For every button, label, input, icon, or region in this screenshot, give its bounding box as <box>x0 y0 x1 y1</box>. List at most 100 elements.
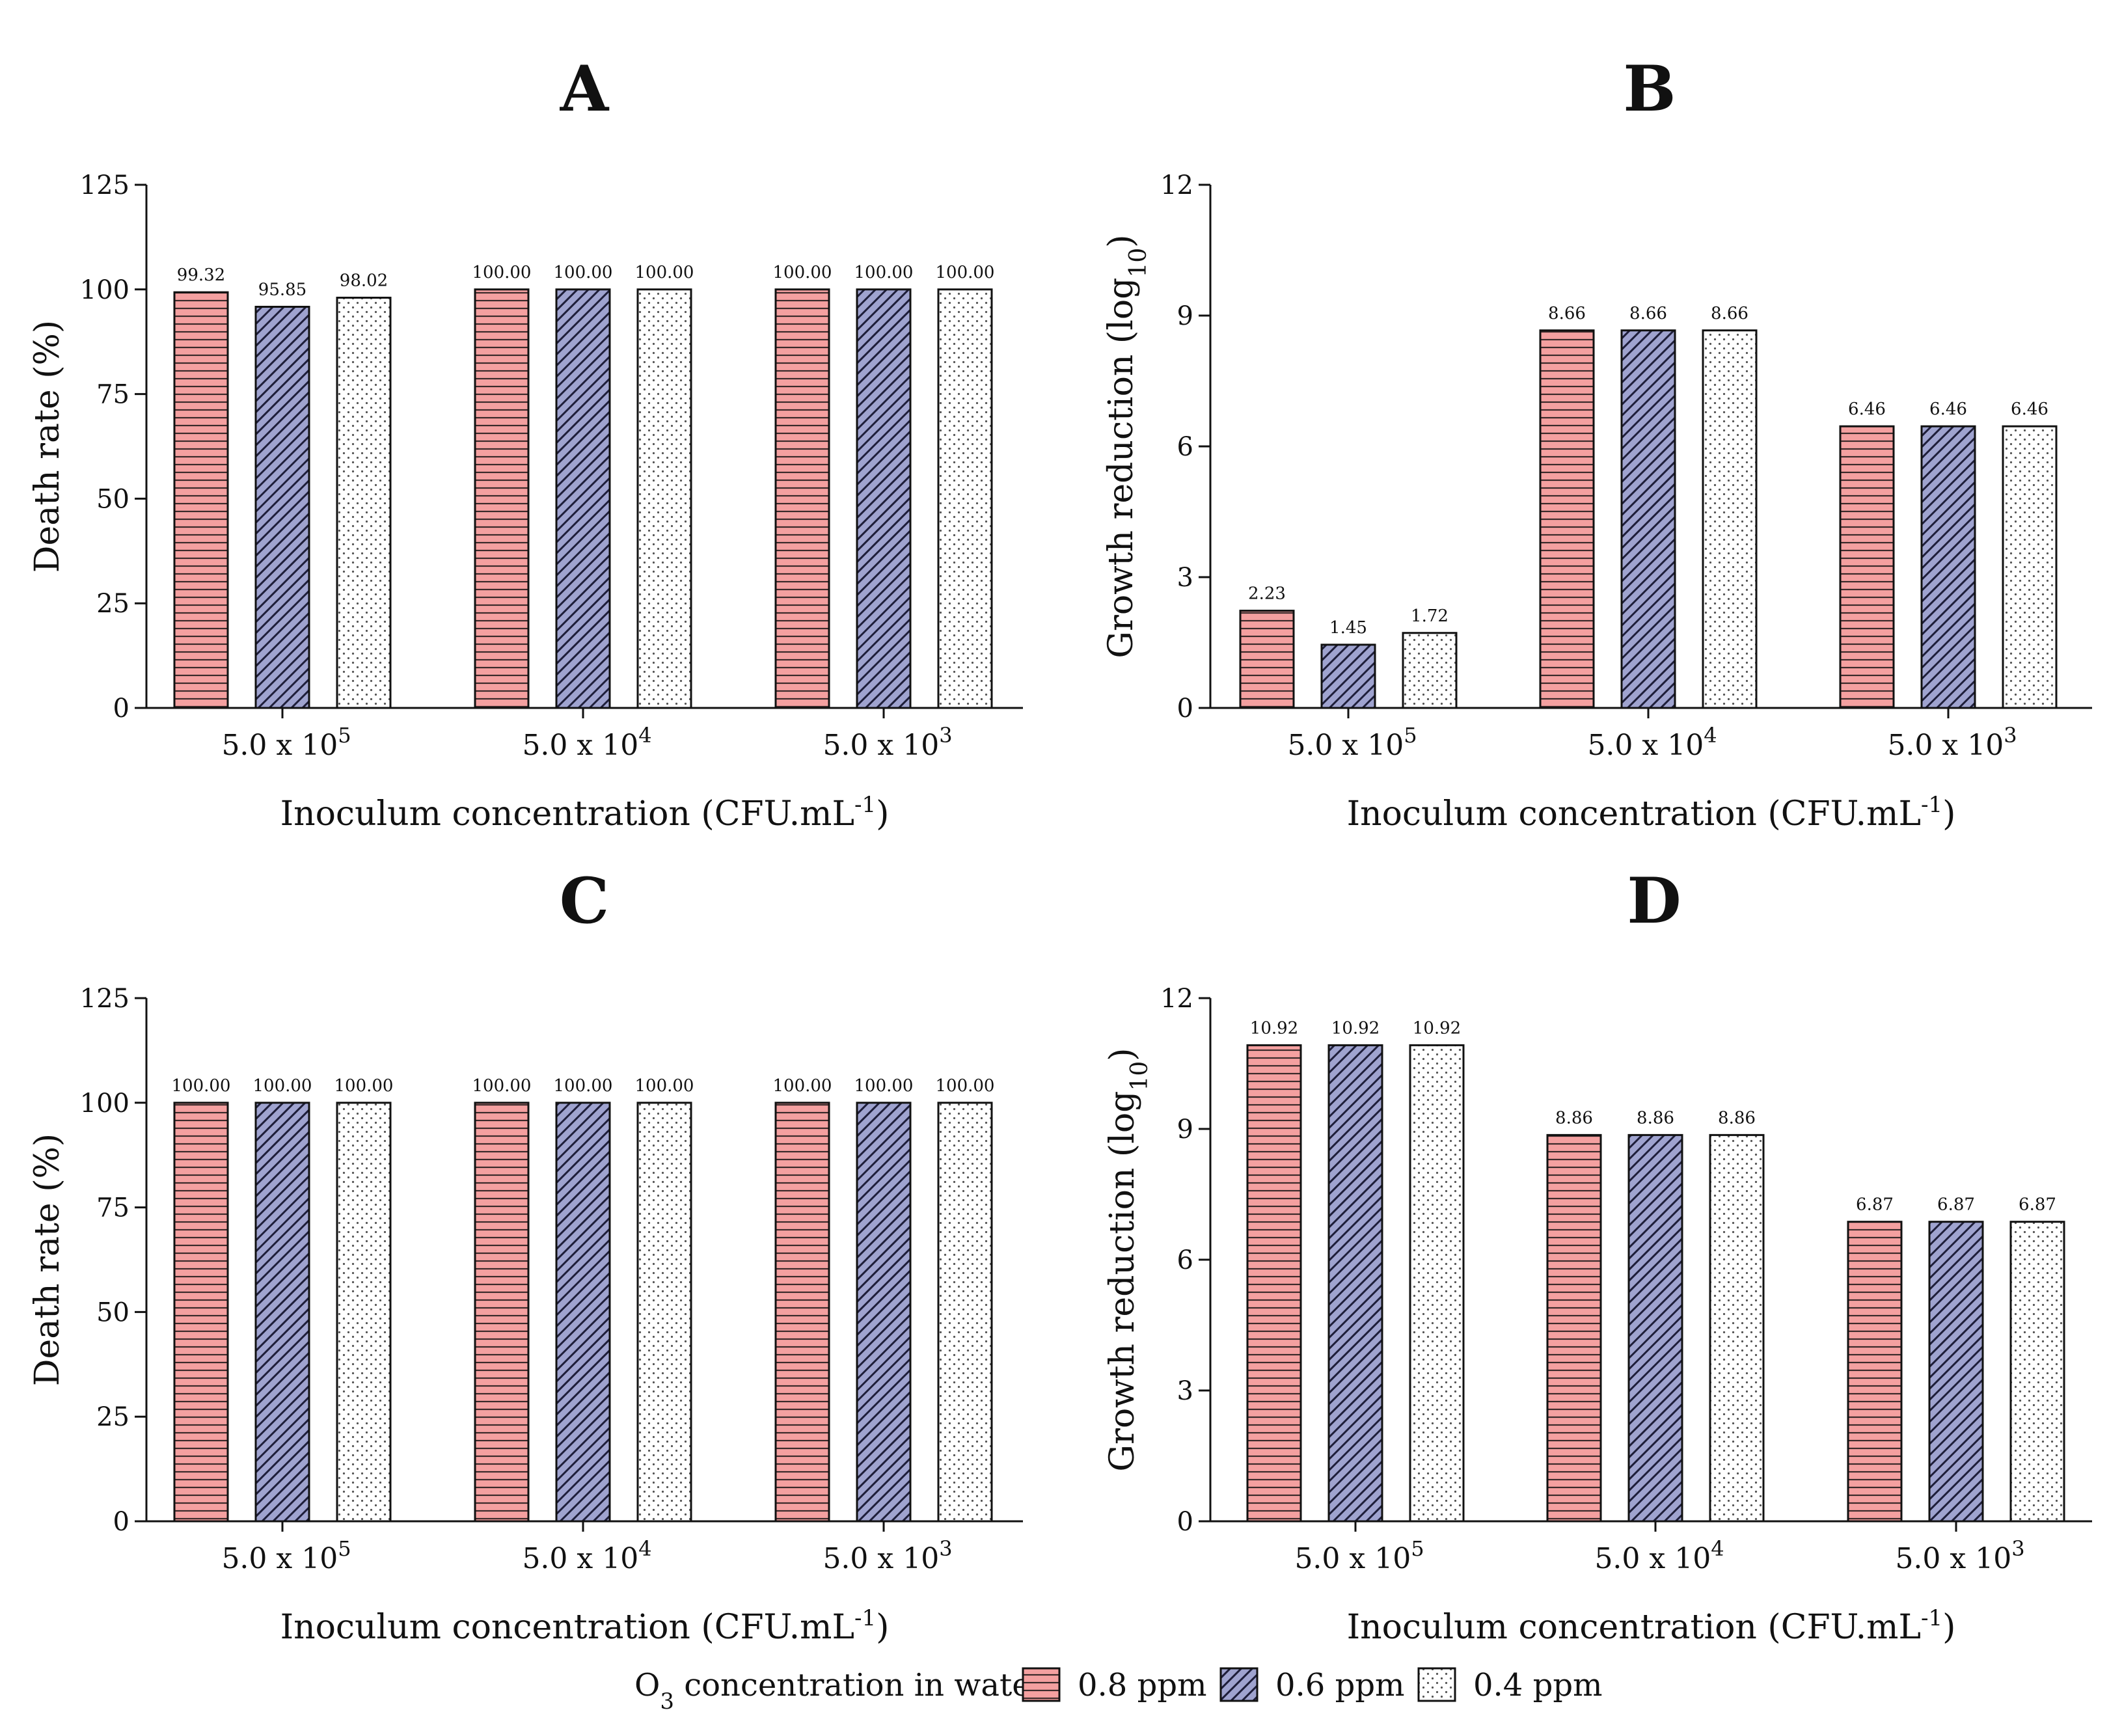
y-tick-label: 12 <box>1160 984 1193 1014</box>
data-label: 100.00 <box>635 263 694 282</box>
bar <box>636 1102 692 1523</box>
data-label: 100.00 <box>936 263 995 282</box>
y-axis-title-subscript: 10 <box>1126 1061 1153 1091</box>
data-label: 100.00 <box>554 1076 613 1096</box>
x-category-exponent: 5 <box>1404 723 1417 748</box>
bar <box>254 1102 310 1523</box>
bar <box>1928 1221 1984 1523</box>
bar <box>2009 1221 2065 1523</box>
x-axis-title-superscript: -1 <box>854 1605 876 1631</box>
y-axis-title-end: ) <box>1102 234 1141 247</box>
y-tick-label: 0 <box>113 1507 129 1537</box>
bar <box>336 297 392 709</box>
data-label: 1.45 <box>1329 618 1367 638</box>
bar <box>1327 1044 1383 1523</box>
x-category-base: 5.0 x 10 <box>1587 729 1704 762</box>
data-label: 100.00 <box>773 263 832 282</box>
x-category-base: 5.0 x 10 <box>221 1542 338 1575</box>
legend-item-label: 0.8 ppm <box>1078 1667 1207 1703</box>
bar <box>1239 610 1295 709</box>
legend-title-subscript: 3 <box>660 1689 674 1715</box>
panel-letter: D <box>1627 864 1681 938</box>
y-tick-label: 6 <box>1177 1245 1193 1275</box>
data-label: 100.00 <box>635 1076 694 1096</box>
x-axis-title-superscript: -1 <box>1921 792 1942 818</box>
data-label: 6.87 <box>1937 1195 1975 1215</box>
legend-title-suffix: concentration in water: <box>674 1667 1056 1703</box>
y-tick-label: 0 <box>1177 694 1193 724</box>
x-axis-title-end: ) <box>876 1608 889 1647</box>
data-label: 100.00 <box>172 1076 231 1096</box>
data-label: 2.23 <box>1248 584 1286 604</box>
panel-letter: C <box>560 864 609 938</box>
bar <box>1620 329 1676 709</box>
x-category-exponent: 3 <box>939 1536 952 1561</box>
bar <box>336 1102 392 1523</box>
x-axis-title: Inoculum concentration (CFU.mL-1) <box>1347 792 1956 834</box>
x-category-exponent: 4 <box>638 1536 651 1561</box>
y-axis-title: Growth reduction (log10) <box>1103 1048 1153 1471</box>
x-axis-title-end: ) <box>1942 1608 1955 1647</box>
data-label: 8.86 <box>1637 1108 1674 1128</box>
bar <box>1839 425 1895 709</box>
bar <box>2002 425 2058 709</box>
x-category-label: 5.0 x 105 <box>1287 723 1417 762</box>
x-category-base: 5.0 x 10 <box>522 1542 638 1575</box>
bar <box>937 1102 993 1523</box>
x-axis-title: Inoculum concentration (CFU.mL-1) <box>1347 1605 1956 1647</box>
y-axis-title-end: ) <box>1103 1048 1142 1061</box>
legend-item-label: 0.4 ppm <box>1473 1667 1603 1703</box>
bar <box>1627 1133 1683 1523</box>
y-tick-label: 125 <box>80 170 129 200</box>
data-label: 100.00 <box>334 1076 394 1096</box>
data-label: 6.46 <box>1929 400 1967 419</box>
x-axis-title: Inoculum concentration (CFU.mL-1) <box>280 792 890 834</box>
data-label: 8.66 <box>1548 304 1586 323</box>
bar <box>1402 632 1458 709</box>
y-tick-label: 75 <box>96 380 129 410</box>
y-tick-label: 75 <box>96 1193 129 1223</box>
bar <box>474 1102 530 1523</box>
data-label: 100.00 <box>253 1076 312 1096</box>
data-label: 6.46 <box>2011 400 2048 419</box>
legend-item-label: 0.6 ppm <box>1275 1667 1405 1703</box>
data-label: 8.66 <box>1629 304 1667 323</box>
bar <box>1546 1133 1602 1523</box>
x-category-base: 5.0 x 10 <box>823 1542 939 1575</box>
x-category-label: 5.0 x 103 <box>1895 1536 2024 1575</box>
x-category-label: 5.0 x 103 <box>1887 723 2017 762</box>
y-tick-label: 0 <box>113 694 129 724</box>
bar <box>1246 1044 1302 1523</box>
x-category-base: 5.0 x 10 <box>823 729 939 762</box>
bar <box>173 291 229 709</box>
data-label: 6.87 <box>1856 1195 1894 1215</box>
bar <box>555 1102 611 1523</box>
legend-swatch <box>1219 1667 1259 1702</box>
x-category-label: 5.0 x 104 <box>522 1536 651 1575</box>
x-category-label: 5.0 x 105 <box>221 1536 351 1575</box>
y-tick-label: 3 <box>1177 563 1193 593</box>
y-axis-title: Growth reduction (log10) <box>1102 234 1152 658</box>
y-tick-label: 25 <box>96 589 129 619</box>
y-tick-label: 125 <box>80 984 129 1014</box>
data-label: 100.00 <box>854 1076 914 1096</box>
bar <box>856 288 912 709</box>
legend-title: O3 concentration in water: <box>634 1667 1056 1715</box>
y-tick-label: 100 <box>80 1089 129 1119</box>
data-label: 100.00 <box>554 263 613 282</box>
y-tick-label: 6 <box>1177 432 1193 462</box>
y-tick-label: 25 <box>96 1402 129 1432</box>
data-label: 98.02 <box>340 271 388 291</box>
x-category-base: 5.0 x 10 <box>1887 729 2004 762</box>
panel-letter: A <box>560 52 610 126</box>
data-label: 8.66 <box>1711 304 1748 323</box>
bar <box>1320 644 1376 709</box>
y-axis-title: Death rate (%) <box>28 1133 67 1386</box>
legend: O3 concentration in water: 0.8 ppm 0.6 ppm… <box>634 1667 1603 1715</box>
y-axis-title-text: Growth reduction (log <box>1103 1091 1142 1472</box>
bar <box>474 288 530 709</box>
